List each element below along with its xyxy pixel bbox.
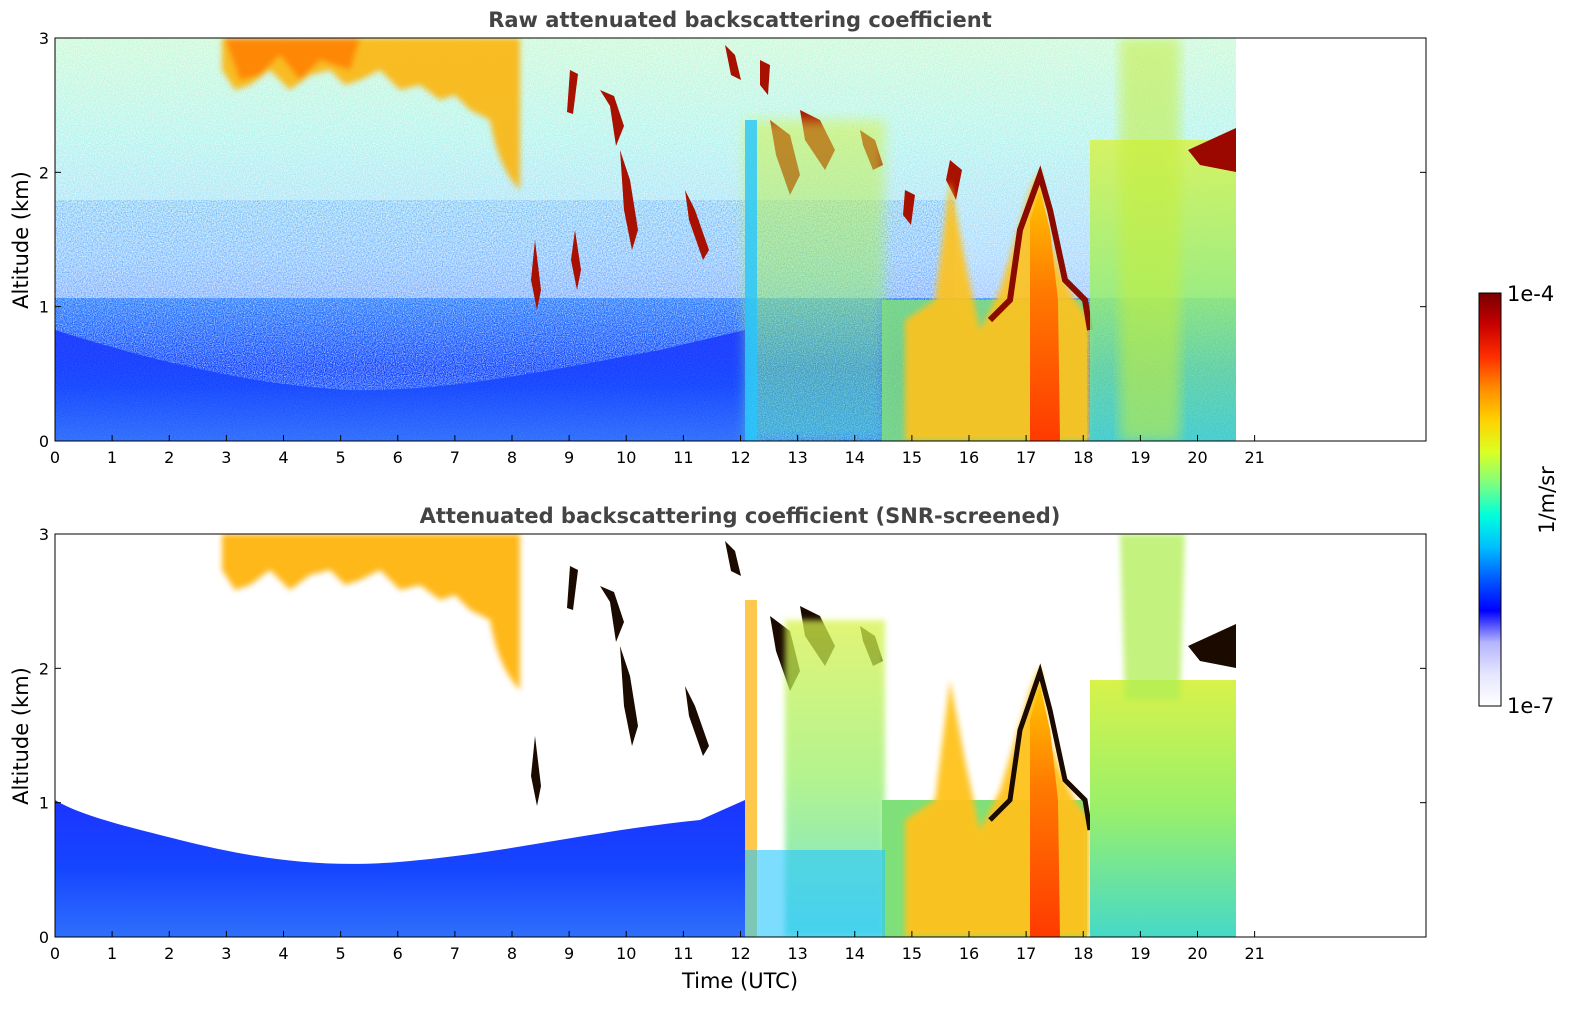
top-x-tick-label: 12 (730, 448, 750, 467)
top-boundary-layer (55, 330, 745, 441)
top-x-tick-label: 21 (1244, 448, 1264, 467)
bottom-x-tick-label: 6 (393, 944, 403, 963)
top-x-tick-label: 14 (845, 448, 865, 467)
bottom-x-tick-label: 5 (336, 944, 346, 963)
bottom-y-tick-label: 1 (39, 794, 49, 813)
bottom-x-tick-label: 17 (1016, 944, 1036, 963)
top-aerosol-layer (222, 38, 520, 190)
colorbar-unit-label: 1/m/sr (1535, 466, 1559, 534)
top-x-tick-label: 9 (564, 448, 574, 467)
top-x-tick-label: 11 (673, 448, 693, 467)
bottom-x-tick-label: 9 (564, 944, 574, 963)
bottom-x-tick-label: 0 (50, 944, 60, 963)
top-x-tick-label: 17 (1016, 448, 1036, 467)
top-x-tick-label: 2 (164, 448, 174, 467)
top-x-tick-label: 13 (787, 448, 807, 467)
bottom-panel-title: Attenuated backscattering coefficient (S… (420, 504, 1061, 528)
top-gap-column (745, 120, 757, 441)
top-x-tick-label: 3 (221, 448, 231, 467)
top-y-tick-label: 0 (39, 432, 49, 451)
top-x-tick-label: 7 (450, 448, 460, 467)
bottom-aerosol-layer (222, 534, 520, 690)
x-axis-label: Time (UTC) (681, 969, 798, 993)
colorbar-min-label: 1e-7 (1507, 694, 1554, 718)
bottom-y-tick-label: 0 (39, 928, 49, 947)
top-y-tick-label: 1 (39, 298, 49, 317)
bottom-x-tick-label: 2 (164, 944, 174, 963)
top-plume-cloud-edge (987, 165, 1093, 331)
bottom-x-tick-label: 1 (107, 944, 117, 963)
bottom-late-aerosol-column (1120, 534, 1185, 700)
bottom-x-tick-label: 20 (1187, 944, 1207, 963)
bottom-x-tick-label: 3 (221, 944, 231, 963)
top-x-tick-label: 4 (278, 448, 288, 467)
top-y-axis-label: Altitude (km) (9, 171, 33, 309)
bottom-x-tick-label: 18 (1073, 944, 1093, 963)
top-x-tick-label: 20 (1187, 448, 1207, 467)
top-y-tick-label: 3 (39, 29, 49, 48)
bottom-y-axis-label: Altitude (km) (9, 667, 33, 805)
top-panel-title: Raw attenuated backscattering coefficien… (488, 8, 992, 32)
top-x-tick-label: 8 (507, 448, 517, 467)
bottom-x-tick-label: 15 (902, 944, 922, 963)
bottom-x-tick-label: 12 (730, 944, 750, 963)
top-x-tick-label: 1 (107, 448, 117, 467)
top-x-tick-label: 19 (1130, 448, 1150, 467)
bottom-y-tick-label: 2 (39, 659, 49, 678)
bottom-late-cloud (1188, 624, 1236, 668)
top-x-tick-label: 5 (336, 448, 346, 467)
top-late-cloud (1188, 128, 1236, 172)
top-x-tick-label: 10 (616, 448, 636, 467)
bottom-x-tick-label: 4 (278, 944, 288, 963)
bottom-plot-area (55, 534, 1426, 937)
top-x-tick-label: 16 (959, 448, 979, 467)
top-x-tick-label: 18 (1073, 448, 1093, 467)
bottom-x-tick-label: 10 (616, 944, 636, 963)
colorbar-gradient (1478, 292, 1502, 707)
bottom-x-tick-label: 21 (1244, 944, 1264, 963)
top-x-tick-label: 15 (902, 448, 922, 467)
bottom-low-aerosol (745, 850, 885, 937)
top-afternoon-aerosol-a (745, 120, 885, 441)
bottom-plume-cloud-edge (988, 663, 1093, 831)
top-late-aerosol-column (1120, 38, 1180, 441)
bottom-x-tick-label: 7 (450, 944, 460, 963)
colorbar: 1e-4 1e-7 1/m/sr (1478, 282, 1559, 718)
bottom-x-tick-label: 11 (673, 944, 693, 963)
bottom-boundary-layer (55, 800, 745, 937)
bottom-late-aerosol (1090, 680, 1236, 937)
top-y-tick-label: 2 (39, 163, 49, 182)
bottom-x-tick-label: 14 (845, 944, 865, 963)
bottom-x-tick-label: 8 (507, 944, 517, 963)
top-plume-core (1030, 190, 1060, 441)
bottom-x-tick-label: 13 (787, 944, 807, 963)
bottom-x-tick-label: 19 (1130, 944, 1150, 963)
top-x-tick-label: 6 (393, 448, 403, 467)
colorbar-max-label: 1e-4 (1507, 282, 1554, 306)
bottom-y-tick-label: 3 (39, 525, 49, 544)
top-plot-area (55, 38, 1236, 441)
top-x-tick-label: 0 (50, 448, 60, 467)
bottom-plume-core (1030, 686, 1060, 937)
bottom-x-tick-label: 16 (959, 944, 979, 963)
